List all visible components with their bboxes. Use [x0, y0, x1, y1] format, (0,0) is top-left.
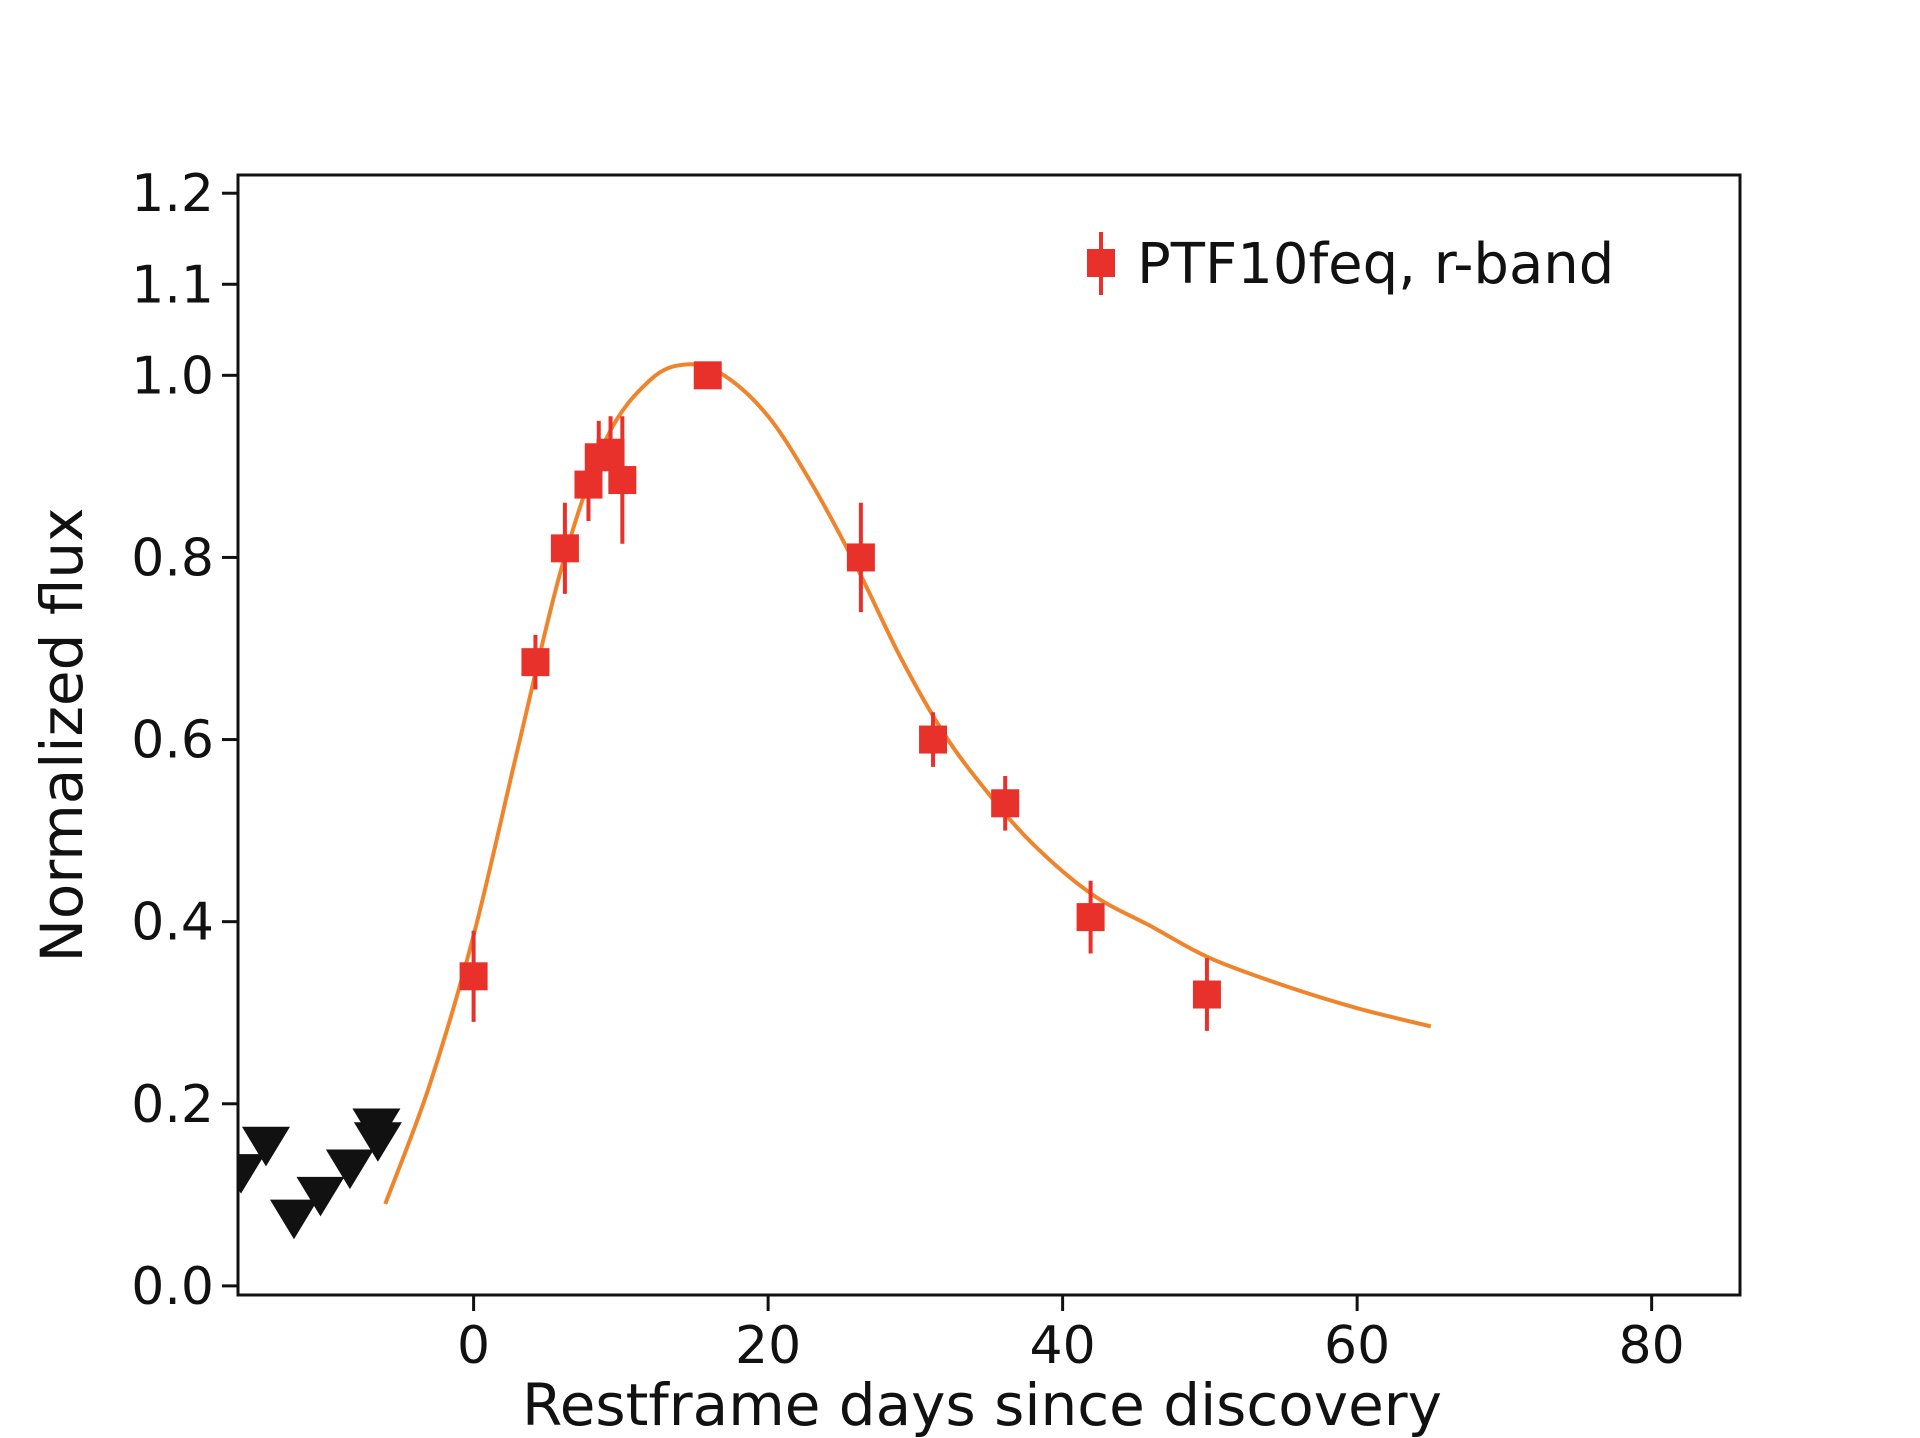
point-marker	[459, 962, 488, 991]
data-point	[846, 502, 875, 613]
point-marker	[693, 361, 722, 390]
upper-limit-marker	[269, 1199, 318, 1240]
x-tick-label: 60	[1324, 1316, 1390, 1376]
x-tick-label: 20	[735, 1316, 801, 1376]
point-marker	[1192, 980, 1221, 1009]
upper-limit-marker	[238, 1154, 265, 1194]
point-marker	[596, 438, 625, 467]
x-tick-label: 0	[457, 1316, 490, 1376]
x-axis-title: Restframe days since discovery	[522, 1371, 1442, 1438]
model-curve	[383, 362, 1432, 1205]
data-point	[596, 416, 625, 490]
y-tick-label: 0.4	[131, 893, 214, 953]
x-tick-label: 40	[1030, 1316, 1096, 1376]
data-point	[1192, 958, 1221, 1031]
legend-label: PTF10feq, r-band	[1137, 232, 1614, 297]
y-tick-label: 0.8	[131, 528, 214, 588]
plot-frame	[236, 173, 1742, 1297]
x-tick-label: 80	[1619, 1316, 1685, 1376]
y-tick-label: 1.0	[131, 346, 214, 406]
y-tick-label: 0.0	[131, 1257, 214, 1317]
y-tick-label: 1.2	[131, 164, 214, 224]
y-axis-title: Normalized flux	[28, 508, 96, 963]
point-marker	[608, 466, 637, 495]
data-point	[459, 930, 488, 1022]
point-marker	[846, 543, 875, 572]
point-marker	[521, 648, 550, 677]
point-marker	[991, 789, 1020, 818]
legend-marker	[1087, 249, 1115, 277]
point-marker	[550, 534, 579, 563]
point-marker	[1076, 903, 1105, 932]
y-tick-label: 0.2	[131, 1075, 214, 1135]
upper-limit-marker	[241, 1126, 290, 1167]
y-tick-label: 0.6	[131, 711, 214, 771]
data-point	[550, 502, 579, 594]
data-point	[693, 361, 722, 390]
data-point	[919, 712, 948, 767]
data-point	[991, 775, 1020, 831]
legend: PTF10feq, r-band	[1087, 232, 1614, 297]
upper-limit-marker	[353, 1122, 402, 1162]
upper-limit-marker	[296, 1176, 345, 1217]
upper-limit-marker	[325, 1149, 374, 1190]
data-point	[521, 634, 550, 690]
data-point	[1076, 880, 1105, 954]
y-axis: 0.0 0.2 0.4 0.6 0.8 1.0 1.1 1.2	[131, 164, 238, 1317]
data-point	[608, 416, 637, 544]
y-tick-label: 1.1	[131, 255, 214, 315]
x-axis: 0 20 40 60 80	[457, 1295, 1685, 1376]
point-marker	[919, 725, 948, 754]
